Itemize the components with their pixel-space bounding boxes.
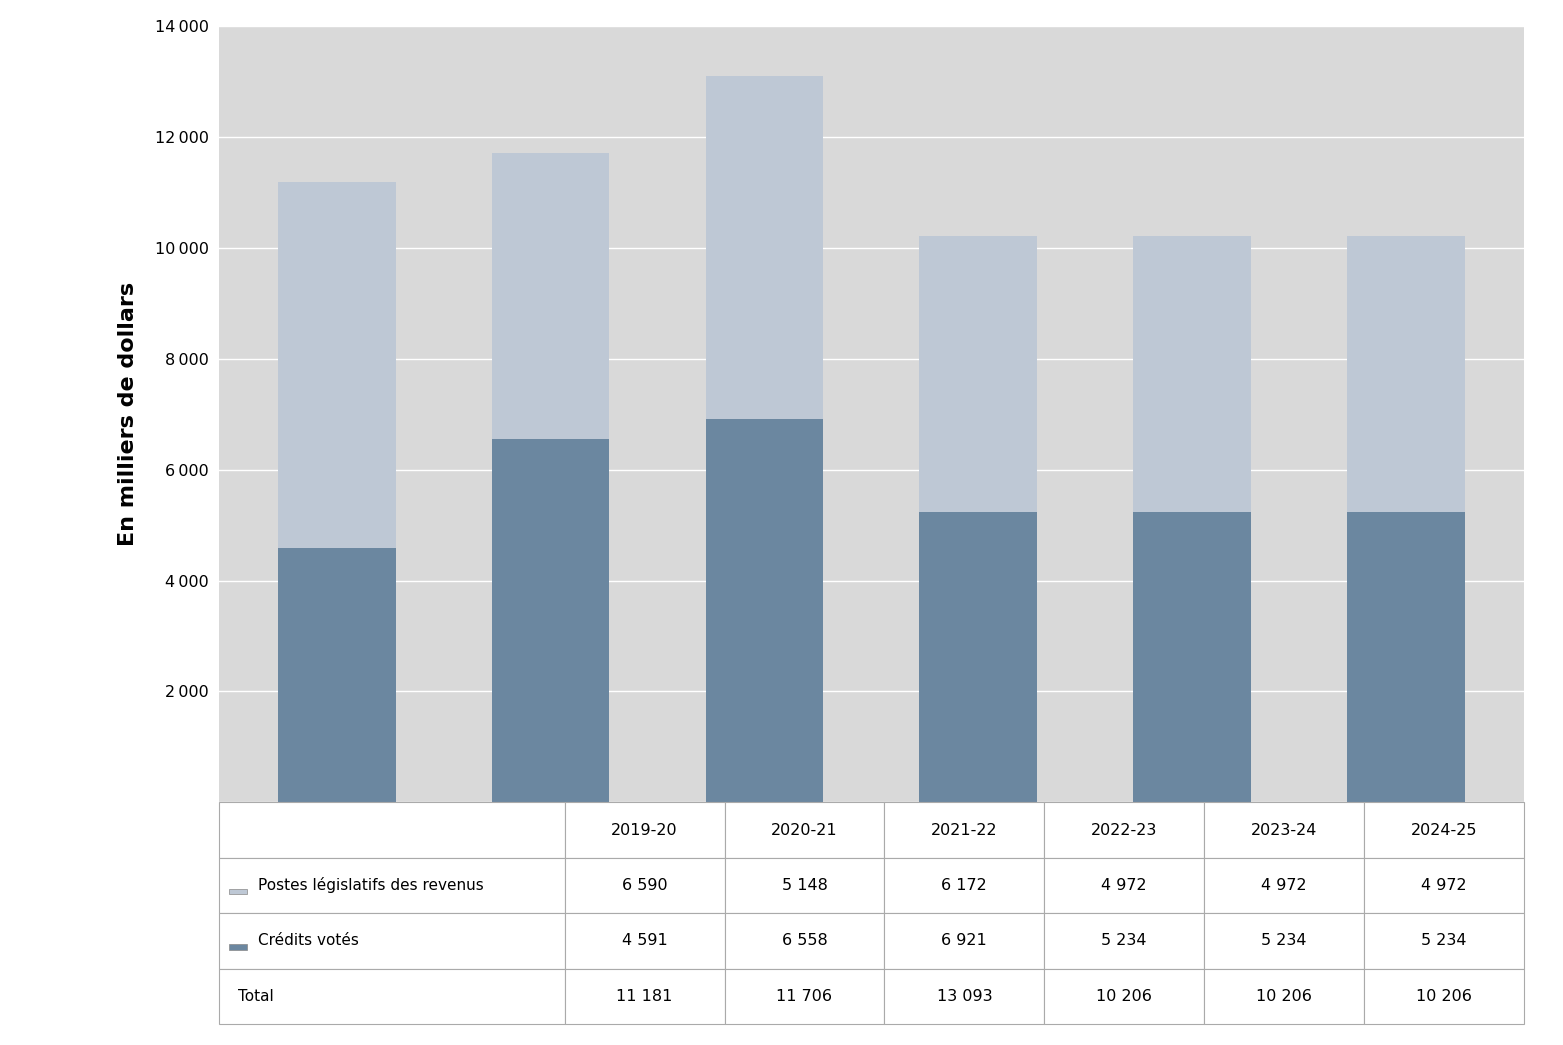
Text: 2019-20: 2019-20: [611, 822, 678, 837]
Text: 6 921: 6 921: [941, 933, 988, 949]
Bar: [919, 512, 1036, 803]
Bar: [219, 913, 564, 969]
Bar: [706, 419, 824, 803]
Y-axis label: En milliers de dollars: En milliers de dollars: [119, 282, 139, 547]
Text: 4 972: 4 972: [1102, 878, 1147, 893]
Bar: [278, 183, 395, 548]
Text: 2021-22: 2021-22: [932, 822, 997, 837]
Bar: [230, 889, 247, 895]
Bar: [1204, 913, 1364, 969]
Text: 10 206: 10 206: [1416, 989, 1472, 1004]
Text: 5 234: 5 234: [1102, 933, 1147, 949]
Text: Crédits votés: Crédits votés: [258, 933, 358, 949]
Text: 5 234: 5 234: [1261, 933, 1307, 949]
Text: 4 591: 4 591: [622, 933, 667, 949]
Bar: [1204, 969, 1364, 1024]
Bar: [1044, 913, 1204, 969]
Bar: [885, 858, 1044, 913]
Bar: [564, 803, 725, 858]
Bar: [1204, 858, 1364, 913]
Bar: [725, 913, 885, 969]
Bar: [492, 439, 610, 803]
Bar: [725, 858, 885, 913]
Text: Postes législatifs des revenus: Postes législatifs des revenus: [258, 878, 483, 893]
Text: Total: Total: [239, 989, 274, 1004]
Bar: [278, 548, 395, 803]
Bar: [1364, 803, 1524, 858]
Bar: [1364, 913, 1524, 969]
Bar: [706, 76, 824, 419]
Bar: [725, 803, 885, 858]
Bar: [1347, 236, 1465, 512]
Text: 6 558: 6 558: [782, 933, 827, 949]
Bar: [885, 803, 1044, 858]
Text: 11 181: 11 181: [616, 989, 672, 1004]
Bar: [1133, 236, 1250, 512]
Bar: [219, 969, 564, 1024]
Bar: [219, 858, 564, 913]
Bar: [564, 913, 725, 969]
Bar: [1364, 858, 1524, 913]
Bar: [1044, 803, 1204, 858]
Bar: [219, 803, 564, 858]
Text: 4 972: 4 972: [1261, 878, 1307, 893]
Bar: [1044, 969, 1204, 1024]
Text: 2024-25: 2024-25: [1411, 822, 1477, 837]
Bar: [725, 969, 885, 1024]
Text: 4 972: 4 972: [1421, 878, 1466, 893]
Bar: [564, 858, 725, 913]
Text: 6 590: 6 590: [622, 878, 667, 893]
Bar: [564, 969, 725, 1024]
Bar: [885, 913, 1044, 969]
Text: 10 206: 10 206: [1096, 989, 1152, 1004]
Text: 2023-24: 2023-24: [1250, 822, 1318, 837]
Bar: [885, 969, 1044, 1024]
Bar: [492, 154, 610, 439]
Bar: [230, 945, 247, 950]
Text: 2020-21: 2020-21: [771, 822, 838, 837]
Text: 5 234: 5 234: [1421, 933, 1466, 949]
Text: 11 706: 11 706: [777, 989, 833, 1004]
Bar: [1364, 969, 1524, 1024]
Text: 2022-23: 2022-23: [1091, 822, 1158, 837]
Bar: [1204, 803, 1364, 858]
Bar: [1133, 512, 1250, 803]
Text: 13 093: 13 093: [936, 989, 993, 1004]
Bar: [1347, 512, 1465, 803]
Bar: [919, 236, 1036, 512]
Text: 5 148: 5 148: [782, 878, 827, 893]
Bar: [1044, 858, 1204, 913]
Text: 10 206: 10 206: [1257, 989, 1311, 1004]
Text: 6 172: 6 172: [941, 878, 988, 893]
